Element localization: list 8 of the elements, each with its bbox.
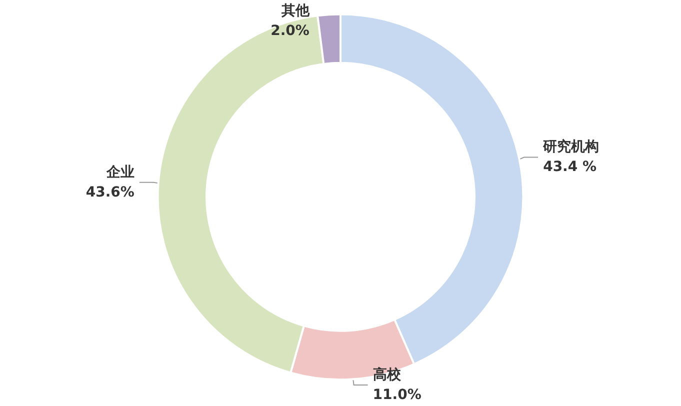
data-label: 43.4 % xyxy=(543,159,597,176)
data-label: 2.0% xyxy=(270,23,310,39)
slice-label: 企业 xyxy=(105,164,134,180)
slice-label: 研究机构 xyxy=(542,138,600,156)
slice-label: 其他 xyxy=(280,3,310,19)
data-label: 43.6% xyxy=(86,184,134,200)
slice-label: 高校 xyxy=(372,366,402,383)
data-label: 11.0% xyxy=(372,387,422,403)
